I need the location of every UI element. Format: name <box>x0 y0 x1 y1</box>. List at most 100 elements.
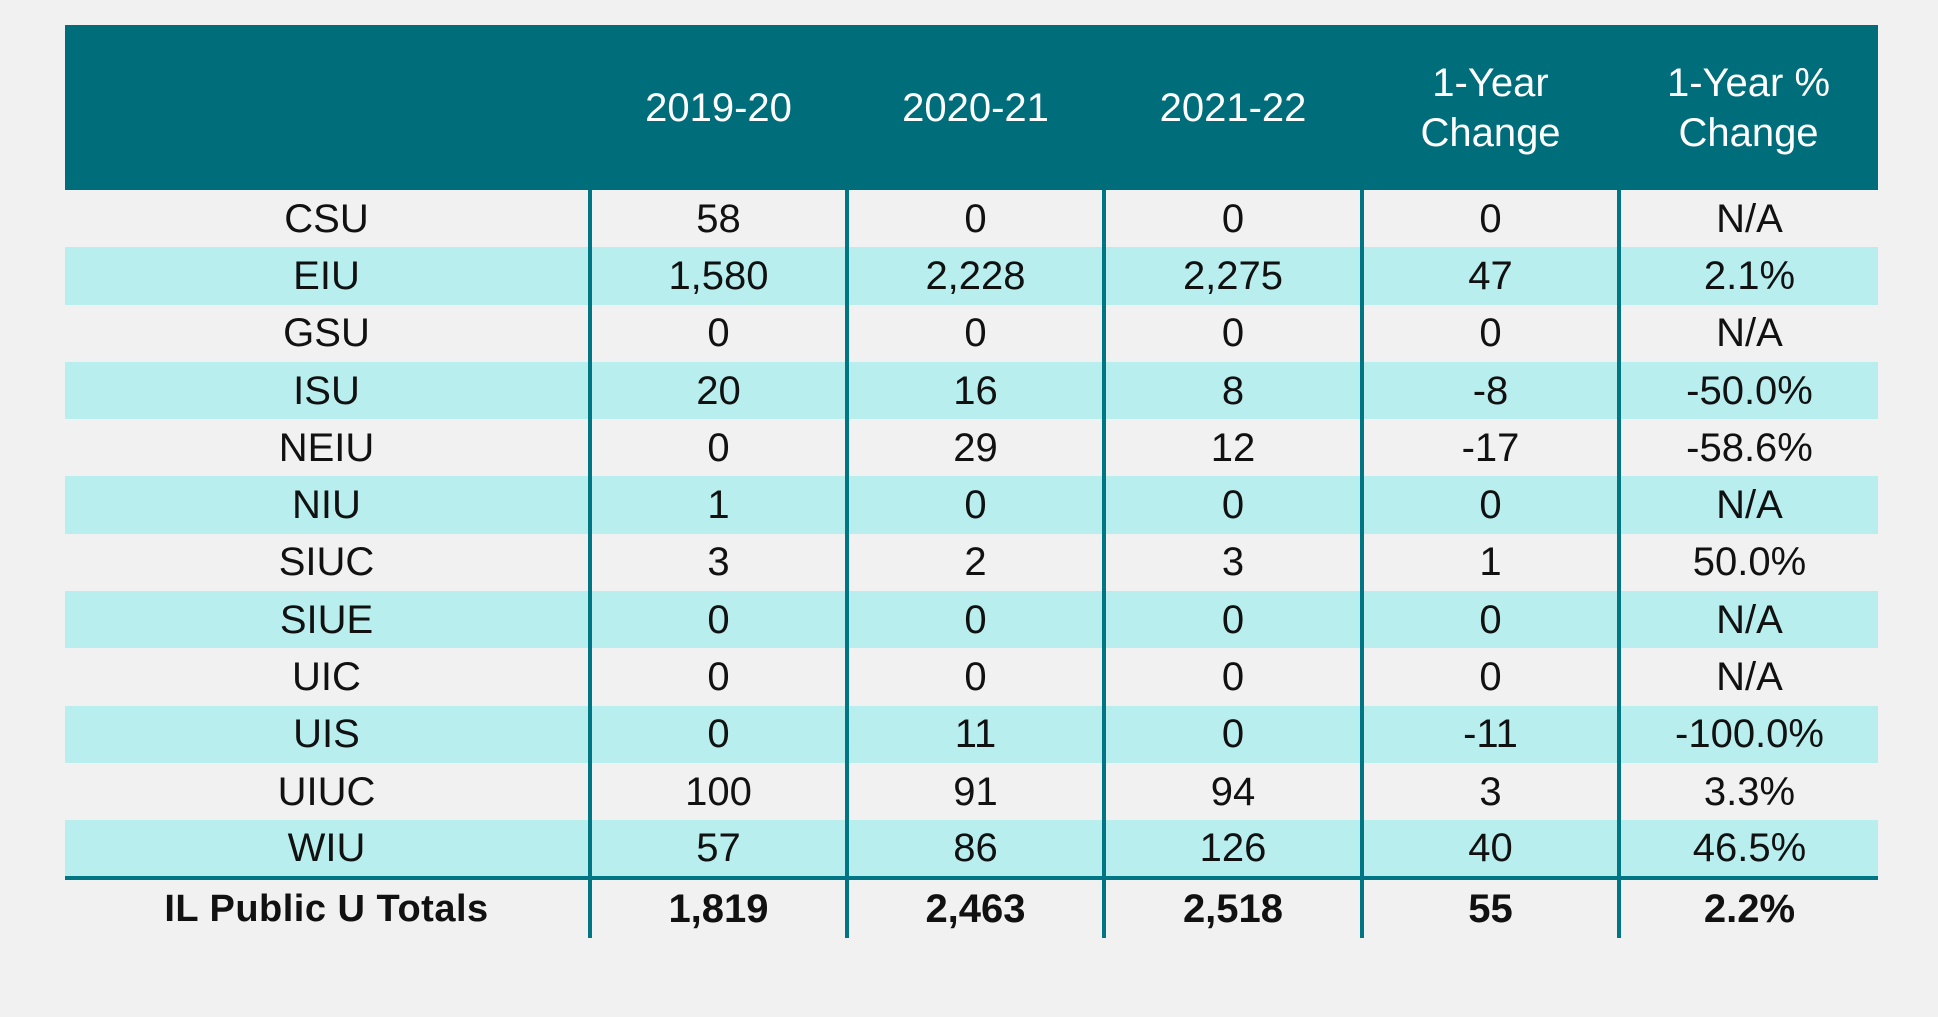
cell-institution: UIS <box>293 712 360 757</box>
cell-institution: WIU <box>287 825 366 870</box>
totals-2020-21: 2,463 <box>845 875 1104 938</box>
table-row: SIUC 3 2 3 1 50.0% <box>65 533 1878 592</box>
cell-2021-22: 0 <box>1102 476 1362 534</box>
cell-1-year-change: 47 <box>1360 247 1619 305</box>
cell-1-year-change: 0 <box>1360 304 1619 362</box>
header-2020-21: 2020-21 <box>902 85 1049 130</box>
cell-2019-20: 0 <box>588 648 847 706</box>
enrollment-table: 2019-20 2020-21 2021-22 1-Year Change 1-… <box>65 25 1878 938</box>
cell-1-year-pct-change: 3.3% <box>1617 762 1878 821</box>
cell-1-year-pct-change: N/A <box>1617 476 1878 534</box>
cell-2021-22: 3 <box>1102 533 1362 592</box>
cell-1-year-pct-change: 46.5% <box>1617 820 1878 878</box>
table-row: UIUC 100 91 94 3 3.3% <box>65 762 1878 821</box>
cell-1-year-change: 40 <box>1360 820 1619 878</box>
cell-2021-22: 126 <box>1102 820 1362 878</box>
cell-2020-21: 29 <box>845 419 1104 477</box>
cell-1-year-pct-change: -58.6% <box>1617 419 1878 477</box>
totals-2019-20: 1,819 <box>588 875 847 938</box>
cell-2019-20: 1,580 <box>588 247 847 305</box>
table-row: UIS 0 11 0 -11 -100.0% <box>65 705 1878 763</box>
cell-2021-22: 2,275 <box>1102 247 1362 305</box>
cell-1-year-pct-change: N/A <box>1617 304 1878 362</box>
cell-2021-22: 12 <box>1102 419 1362 477</box>
totals-1-year-pct-change: 2.2% <box>1617 875 1878 938</box>
cell-institution: SIUE <box>279 597 374 642</box>
table-row: GSU 0 0 0 0 N/A <box>65 304 1878 362</box>
table-body: CSU 58 0 0 0 N/A EIU 1,580 2,228 2,275 47 2.1% GSU 0 0… <box>65 190 1878 938</box>
cell-2019-20: 20 <box>588 361 847 420</box>
table-row: CSU 58 0 0 0 N/A <box>65 190 1878 248</box>
cell-1-year-pct-change: -100.0% <box>1617 705 1878 763</box>
header-2019-20: 2019-20 <box>645 85 792 130</box>
header-1-year-pct-change-line1: 1-Year % <box>1666 60 1831 105</box>
cell-1-year-pct-change: 2.1% <box>1617 247 1878 305</box>
table-row: NIU 1 0 0 0 N/A <box>65 476 1878 534</box>
cell-2019-20: 0 <box>588 304 847 362</box>
cell-institution: UIUC <box>277 769 376 814</box>
cell-2019-20: 0 <box>588 591 847 649</box>
cell-2020-21: 86 <box>845 820 1104 878</box>
cell-1-year-pct-change: 50.0% <box>1617 533 1878 592</box>
header-1-year-pct-change: 1-Year % Change <box>1619 25 1878 190</box>
enrollment-table-container: 2019-20 2020-21 2021-22 1-Year Change 1-… <box>65 25 1878 938</box>
cell-1-year-change: 0 <box>1360 476 1619 534</box>
totals-label: IL Public U Totals <box>65 875 590 938</box>
cell-1-year-pct-change: N/A <box>1617 190 1878 248</box>
totals-row: IL Public U Totals 1,819 2,463 2,518 55 … <box>65 875 1878 938</box>
cell-2020-21: 91 <box>845 762 1104 821</box>
table-header-row: 2019-20 2020-21 2021-22 1-Year Change 1-… <box>65 25 1878 190</box>
header-1-year-change-line2: Change <box>1420 110 1561 155</box>
cell-institution: UIC <box>292 655 361 700</box>
cell-2021-22: 0 <box>1102 648 1362 706</box>
table-row: NEIU 0 29 12 -17 -58.6% <box>65 419 1878 477</box>
cell-2019-20: 0 <box>588 419 847 477</box>
cell-2019-20: 57 <box>588 820 847 878</box>
table-row: ISU 20 16 8 -8 -50.0% <box>65 361 1878 420</box>
cell-2019-20: 58 <box>588 190 847 248</box>
totals-2021-22: 2,518 <box>1102 875 1362 938</box>
cell-1-year-pct-change: N/A <box>1617 648 1878 706</box>
cell-1-year-pct-change: -50.0% <box>1617 361 1878 420</box>
cell-2020-21: 0 <box>845 190 1104 248</box>
cell-2021-22: 0 <box>1102 591 1362 649</box>
header-1-year-pct-change-line2: Change <box>1678 110 1819 155</box>
header-institution <box>65 25 590 190</box>
header-2021-22: 2021-22 <box>1159 85 1307 130</box>
cell-institution: EIU <box>293 253 360 298</box>
cell-institution: SIUC <box>278 540 375 585</box>
header-1-year-change: 1-Year Change <box>1362 25 1619 190</box>
cell-2021-22: 0 <box>1102 304 1362 362</box>
cell-2020-21: 0 <box>845 591 1104 649</box>
cell-1-year-change: -17 <box>1360 419 1619 477</box>
table-row: WIU 57 86 126 40 46.5% <box>65 820 1878 878</box>
cell-institution: CSU <box>284 196 369 241</box>
cell-1-year-change: -11 <box>1360 705 1619 763</box>
cell-2021-22: 0 <box>1102 190 1362 248</box>
totals-1-year-change: 55 <box>1360 875 1619 938</box>
cell-2020-21: 16 <box>845 361 1104 420</box>
cell-2019-20: 3 <box>588 533 847 592</box>
cell-2021-22: 94 <box>1102 762 1362 821</box>
cell-1-year-change: 0 <box>1360 591 1619 649</box>
cell-1-year-change: 3 <box>1360 762 1619 821</box>
cell-1-year-change: -8 <box>1360 361 1619 420</box>
table-row: EIU 1,580 2,228 2,275 47 2.1% <box>65 247 1878 305</box>
cell-2020-21: 0 <box>845 648 1104 706</box>
header-1-year-change-line1: 1-Year <box>1432 60 1549 105</box>
table-row: SIUE 0 0 0 0 N/A <box>65 591 1878 649</box>
cell-2020-21: 2 <box>845 533 1104 592</box>
cell-institution: GSU <box>283 311 370 356</box>
cell-1-year-change: 0 <box>1360 190 1619 248</box>
cell-2021-22: 8 <box>1102 361 1362 420</box>
cell-institution: NIU <box>292 483 361 528</box>
cell-2021-22: 0 <box>1102 705 1362 763</box>
cell-institution: ISU <box>293 368 360 413</box>
cell-2019-20: 1 <box>588 476 847 534</box>
cell-2020-21: 2,228 <box>845 247 1104 305</box>
cell-2020-21: 0 <box>845 304 1104 362</box>
cell-1-year-pct-change: N/A <box>1617 591 1878 649</box>
table-row: UIC 0 0 0 0 N/A <box>65 648 1878 706</box>
cell-1-year-change: 1 <box>1360 533 1619 592</box>
cell-2020-21: 0 <box>845 476 1104 534</box>
